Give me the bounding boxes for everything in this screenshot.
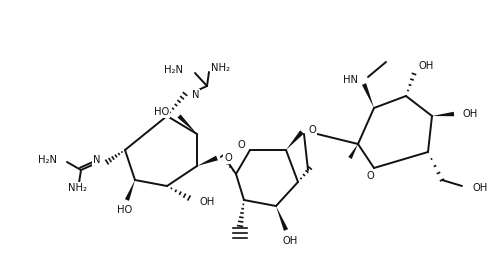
Text: O: O — [366, 171, 374, 181]
Text: OH: OH — [199, 197, 214, 207]
Text: OH: OH — [418, 61, 433, 71]
Text: H₂N: H₂N — [164, 65, 183, 75]
Text: NH₂: NH₂ — [68, 183, 87, 193]
Polygon shape — [197, 156, 218, 166]
Text: NH₂: NH₂ — [211, 63, 230, 73]
Text: OH: OH — [472, 183, 487, 193]
Polygon shape — [276, 206, 288, 231]
Text: OH: OH — [462, 109, 477, 119]
Polygon shape — [286, 130, 304, 150]
Polygon shape — [125, 180, 135, 201]
Text: HO: HO — [154, 107, 169, 117]
Text: H₂N: H₂N — [38, 155, 57, 165]
Text: O: O — [237, 140, 245, 150]
Text: N: N — [93, 155, 100, 165]
Polygon shape — [348, 144, 358, 159]
Text: HO: HO — [118, 205, 133, 215]
Text: HN: HN — [343, 75, 358, 85]
Polygon shape — [432, 112, 454, 116]
Text: O: O — [308, 125, 316, 135]
Text: O: O — [224, 153, 232, 163]
Polygon shape — [177, 114, 197, 134]
Text: OH: OH — [282, 236, 297, 246]
Text: N: N — [192, 90, 199, 100]
Polygon shape — [362, 83, 374, 108]
